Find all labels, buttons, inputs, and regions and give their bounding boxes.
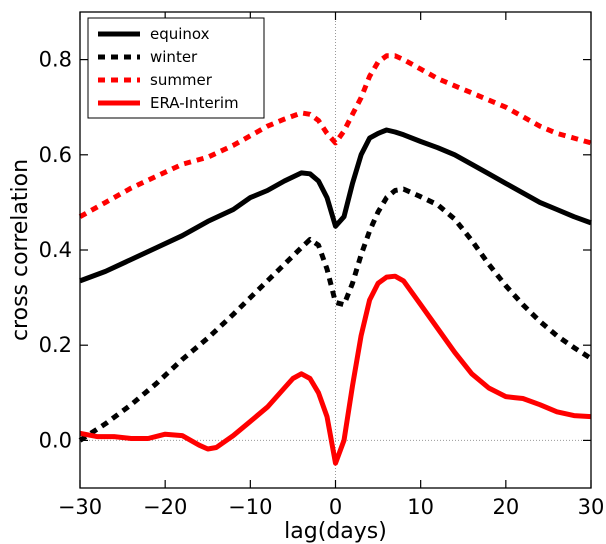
y-tick-label: 0.2: [39, 333, 72, 357]
y-axis-label: cross correlation: [8, 159, 33, 341]
series-line-era-interim: [79, 273, 592, 466]
series-line-equinox: [79, 127, 592, 284]
x-tick-label: 20: [492, 495, 519, 519]
y-tick-label: 0.0: [39, 428, 72, 452]
y-tick-label: 0.6: [39, 143, 72, 167]
x-tick-label: −10: [228, 495, 272, 519]
legend-label: summer: [150, 71, 213, 89]
x-tick-label: −30: [58, 495, 102, 519]
axis-ticks: −30 −20 −10 0 10 20 30 0.0 0.2 0.4 0.6 0.8: [39, 12, 605, 519]
legend: equinox winter summer ERA-Interim: [87, 17, 265, 119]
x-tick-label: 10: [407, 495, 434, 519]
legend-label: ERA-Interim: [150, 94, 239, 112]
series-line-winter: [78, 186, 593, 443]
x-tick-label: 0: [329, 495, 342, 519]
x-axis-label: lag(days): [284, 519, 387, 544]
legend-label: equinox: [150, 25, 210, 43]
reference-lines: [80, 12, 591, 488]
x-tick-label: 30: [578, 495, 605, 519]
x-tick-label: −20: [143, 495, 187, 519]
y-tick-label: 0.8: [39, 48, 72, 72]
legend-label: winter: [150, 48, 198, 66]
series-lines: [78, 53, 593, 466]
y-tick-label: 0.4: [39, 238, 72, 262]
